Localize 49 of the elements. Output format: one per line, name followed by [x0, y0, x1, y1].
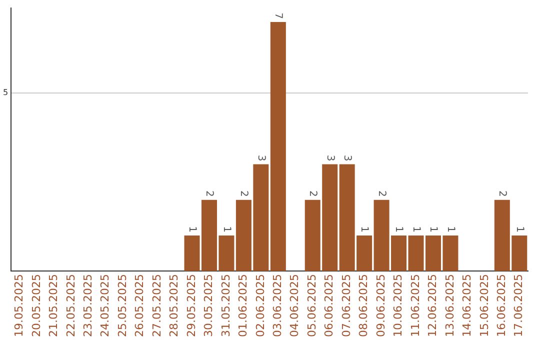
- data-label: 3: [255, 154, 266, 162]
- data-label: 1: [444, 226, 456, 232]
- x-tick-label: 03.06.2025: [271, 274, 284, 338]
- data-label: 3: [341, 154, 352, 162]
- x-tick-label: 02.06.2025: [254, 274, 267, 338]
- x-tick-label: 10.06.2025: [392, 274, 405, 338]
- data-label: 7: [272, 12, 284, 20]
- bar: [270, 22, 286, 272]
- data-label: 1: [358, 226, 370, 232]
- data-label: 1: [428, 226, 439, 232]
- x-tick-label: 14.06.2025: [460, 274, 474, 338]
- data-label: 1: [186, 226, 198, 232]
- x-tick-label: 24.05.2025: [98, 274, 112, 338]
- x-tick-label: 12.06.2025: [426, 274, 440, 338]
- x-tick-label: 15.06.2025: [478, 274, 491, 338]
- data-label: 2: [238, 190, 250, 197]
- x-tick-label: 06.06.2025: [322, 274, 336, 338]
- x-tick-label: 01.06.2025: [236, 274, 250, 338]
- x-tick-label: 11.06.2025: [408, 274, 422, 338]
- x-tick-label: 25.05.2025: [116, 274, 129, 338]
- x-tick-label: 20.05.2025: [30, 274, 43, 338]
- x-tick-label: 27.05.2025: [150, 274, 164, 338]
- x-tick-label: 13.06.2025: [443, 274, 456, 338]
- x-tick-label: 21.05.2025: [47, 274, 60, 338]
- x-tick-label: 04.06.2025: [288, 274, 302, 338]
- x-tick-label: 30.05.2025: [202, 274, 216, 338]
- data-label: 2: [307, 190, 318, 197]
- data-label: 2: [496, 190, 508, 197]
- x-tick-label: 17.06.2025: [512, 274, 526, 338]
- y-tick-label: 5: [2, 88, 8, 98]
- x-tick-label: 22.05.2025: [64, 274, 78, 338]
- data-label: 2: [376, 190, 387, 197]
- x-tick-label: 31.05.2025: [219, 274, 232, 338]
- x-tick-label: 19.05.2025: [12, 274, 26, 338]
- x-tick-label: 08.06.2025: [357, 274, 370, 338]
- x-tick-label: 29.05.2025: [184, 274, 198, 338]
- x-tick-label: 26.05.2025: [133, 274, 146, 338]
- data-label: 3: [324, 154, 336, 162]
- data-label: 1: [514, 226, 525, 232]
- x-tick-label: 09.06.2025: [374, 274, 388, 338]
- x-tick-label: 16.06.2025: [495, 274, 508, 338]
- data-label: 2: [204, 190, 215, 197]
- x-tick-label: 28.05.2025: [168, 274, 181, 338]
- x-tick-label: 23.05.2025: [81, 274, 94, 338]
- data-label: 1: [393, 226, 404, 232]
- x-tick-label: 05.06.2025: [305, 274, 318, 338]
- data-label: 1: [410, 226, 422, 232]
- data-label: 1: [220, 226, 232, 232]
- x-tick-label: 07.06.2025: [340, 274, 353, 338]
